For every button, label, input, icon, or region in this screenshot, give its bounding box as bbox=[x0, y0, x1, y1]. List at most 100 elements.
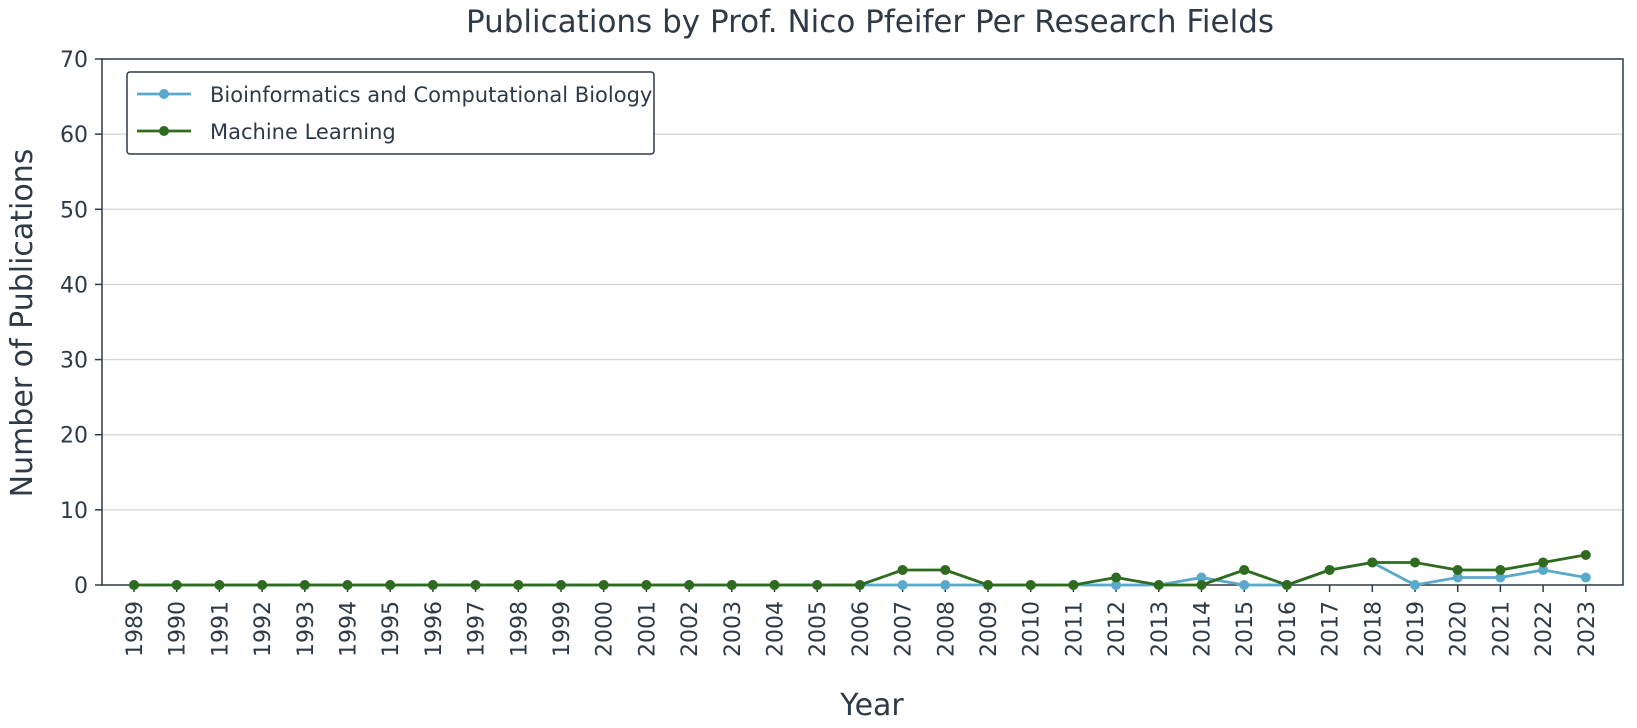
data-point bbox=[1068, 580, 1079, 590]
data-point bbox=[1410, 557, 1420, 568]
data-point bbox=[385, 580, 396, 590]
x-tick-label: 1990 bbox=[166, 601, 191, 657]
x-tick-label: 2012 bbox=[1105, 601, 1130, 657]
legend: Bioinformatics and Computational Biology… bbox=[126, 71, 655, 155]
chart-title: Publications by Prof. Nico Pfeifer Per R… bbox=[466, 4, 1274, 40]
data-point bbox=[897, 564, 908, 575]
data-point bbox=[129, 580, 139, 590]
x-tick-label: 2018 bbox=[1361, 601, 1386, 657]
data-point bbox=[1153, 580, 1164, 590]
x-tick-label: 2005 bbox=[806, 601, 831, 657]
legend-label: Bioinformatics and Computational Biology bbox=[210, 83, 652, 107]
x-tick-label: 2016 bbox=[1276, 601, 1301, 657]
y-tick-label: 10 bbox=[60, 499, 88, 524]
y-tick-label: 70 bbox=[60, 48, 88, 73]
data-point bbox=[1239, 580, 1250, 590]
x-tick-label: 2022 bbox=[1532, 601, 1557, 657]
data-point bbox=[1367, 557, 1378, 568]
data-point bbox=[1452, 572, 1463, 583]
data-point bbox=[598, 580, 609, 590]
y-tick-label: 40 bbox=[60, 273, 88, 298]
data-point bbox=[940, 580, 951, 590]
x-tick-label: 2014 bbox=[1191, 601, 1216, 657]
data-point bbox=[470, 580, 481, 590]
x-tick-label: 2001 bbox=[635, 601, 660, 657]
legend-marker bbox=[159, 89, 169, 99]
y-axis: 0 10 20 30 40 50 60 70 bbox=[60, 48, 102, 599]
y-tick-label: 0 bbox=[74, 574, 88, 599]
y-tick-label: 60 bbox=[60, 123, 88, 148]
data-point bbox=[1281, 580, 1292, 590]
data-point bbox=[1196, 572, 1207, 583]
gridlines bbox=[102, 133, 1623, 511]
x-tick-label: 1991 bbox=[208, 601, 233, 657]
x-tick-label: 1992 bbox=[251, 601, 276, 657]
x-tick-label: 2003 bbox=[721, 601, 746, 657]
x-tick-label: 2015 bbox=[1233, 601, 1258, 657]
data-point bbox=[812, 580, 823, 590]
data-point bbox=[1324, 564, 1335, 575]
data-point bbox=[1111, 572, 1122, 583]
y-tick-label: 30 bbox=[60, 349, 88, 374]
x-tick-label: 2006 bbox=[849, 601, 874, 657]
data-point bbox=[1111, 580, 1122, 590]
data-point bbox=[427, 580, 438, 590]
data-point bbox=[1495, 572, 1506, 583]
legend-box bbox=[126, 71, 655, 155]
data-point bbox=[641, 580, 652, 590]
x-tick-label: 2017 bbox=[1319, 601, 1344, 657]
x-tick-label: 1997 bbox=[465, 601, 490, 657]
data-point bbox=[257, 580, 268, 590]
data-point bbox=[1538, 564, 1549, 575]
x-tick-label: 2008 bbox=[934, 601, 959, 657]
data-point bbox=[1025, 580, 1036, 590]
data-point bbox=[1410, 580, 1420, 590]
x-tick-label: 1993 bbox=[294, 601, 319, 657]
data-point bbox=[1452, 564, 1463, 575]
data-point bbox=[854, 580, 865, 590]
x-tick-label: 2007 bbox=[892, 601, 917, 657]
y-axis-label: Number of Publications bbox=[5, 149, 40, 498]
data-point bbox=[171, 580, 182, 590]
x-axis: 1989 1990 1991 1992 1993 1994 1995 1996 1997 1998… bbox=[123, 585, 1600, 657]
data-point bbox=[1495, 564, 1506, 575]
x-tick-label: 2004 bbox=[764, 601, 789, 657]
x-tick-label: 1998 bbox=[507, 601, 532, 657]
x-tick-label: 1995 bbox=[379, 601, 404, 657]
x-tick-label: 2000 bbox=[593, 601, 618, 657]
y-tick-label: 50 bbox=[60, 198, 88, 223]
y-tick-label: 20 bbox=[60, 424, 88, 449]
x-tick-label: 2011 bbox=[1062, 601, 1087, 657]
x-tick-label: 2013 bbox=[1148, 601, 1173, 657]
data-point bbox=[940, 564, 951, 575]
x-tick-label: 1996 bbox=[422, 601, 447, 657]
data-point bbox=[556, 580, 566, 590]
data-point bbox=[726, 580, 737, 590]
x-tick-label: 2019 bbox=[1404, 601, 1429, 657]
legend-label: Machine Learning bbox=[210, 120, 396, 144]
legend-item: Machine Learning bbox=[137, 120, 396, 144]
x-tick-label: 2020 bbox=[1447, 601, 1472, 657]
x-tick-label: 2010 bbox=[1020, 601, 1045, 657]
data-point bbox=[299, 580, 310, 590]
legend-item: Bioinformatics and Computational Biology bbox=[137, 83, 652, 107]
x-tick-label: 1999 bbox=[550, 601, 575, 657]
data-point bbox=[1580, 572, 1591, 583]
x-tick-label: 1989 bbox=[123, 601, 148, 657]
series-2 bbox=[129, 549, 1591, 590]
x-tick-label: 2021 bbox=[1489, 601, 1514, 657]
data-point bbox=[1196, 580, 1207, 590]
data-point bbox=[1239, 564, 1250, 575]
data-point bbox=[1538, 557, 1549, 568]
data-point bbox=[214, 580, 225, 590]
x-tick-label: 2023 bbox=[1575, 601, 1600, 657]
data-point bbox=[513, 580, 524, 590]
x-tick-label: 2009 bbox=[977, 601, 1002, 657]
data-point bbox=[983, 580, 993, 590]
data-point bbox=[769, 580, 780, 590]
legend-marker bbox=[159, 126, 169, 136]
x-tick-label: 2002 bbox=[678, 601, 703, 657]
data-point bbox=[342, 580, 353, 590]
x-axis-label: Year bbox=[839, 688, 904, 723]
